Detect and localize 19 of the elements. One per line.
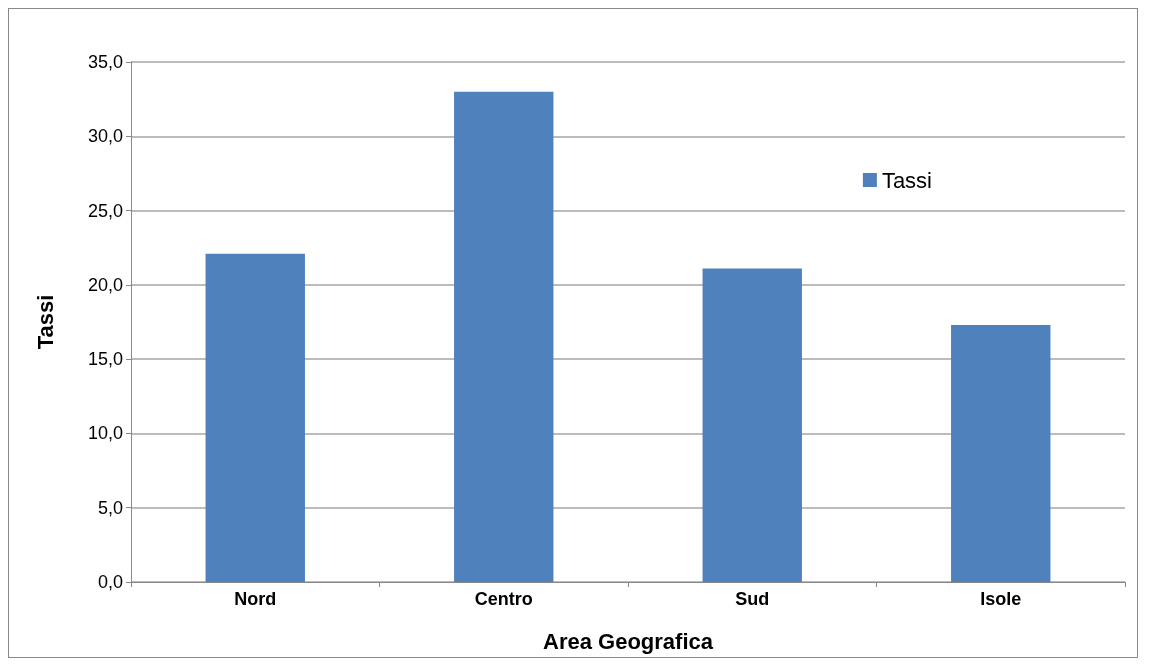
y-tick-label: 25,0 [87, 200, 123, 221]
x-tick-label: Nord [234, 589, 277, 609]
y-tick-label: 35,0 [87, 52, 123, 72]
y-tick-label: 10,0 [87, 423, 123, 444]
x-axis-title: Area Geografica [543, 628, 714, 654]
y-axis-title: Tassi [32, 294, 58, 350]
x-tick-label: Centro [474, 589, 533, 609]
y-tick-label: 5,0 [97, 497, 123, 518]
y-tick-label: 30,0 [87, 126, 123, 147]
bar [951, 324, 1051, 582]
legend-label: Tassi [881, 167, 932, 193]
x-tick-label: Isole [980, 589, 1022, 609]
y-tick-label: 0,0 [97, 572, 123, 592]
bar [205, 253, 305, 582]
y-tick-label: 20,0 [87, 274, 123, 295]
bar [454, 91, 554, 582]
x-tick-label: Sud [735, 589, 770, 609]
bar [702, 268, 802, 582]
y-tick-label: 15,0 [87, 349, 123, 370]
